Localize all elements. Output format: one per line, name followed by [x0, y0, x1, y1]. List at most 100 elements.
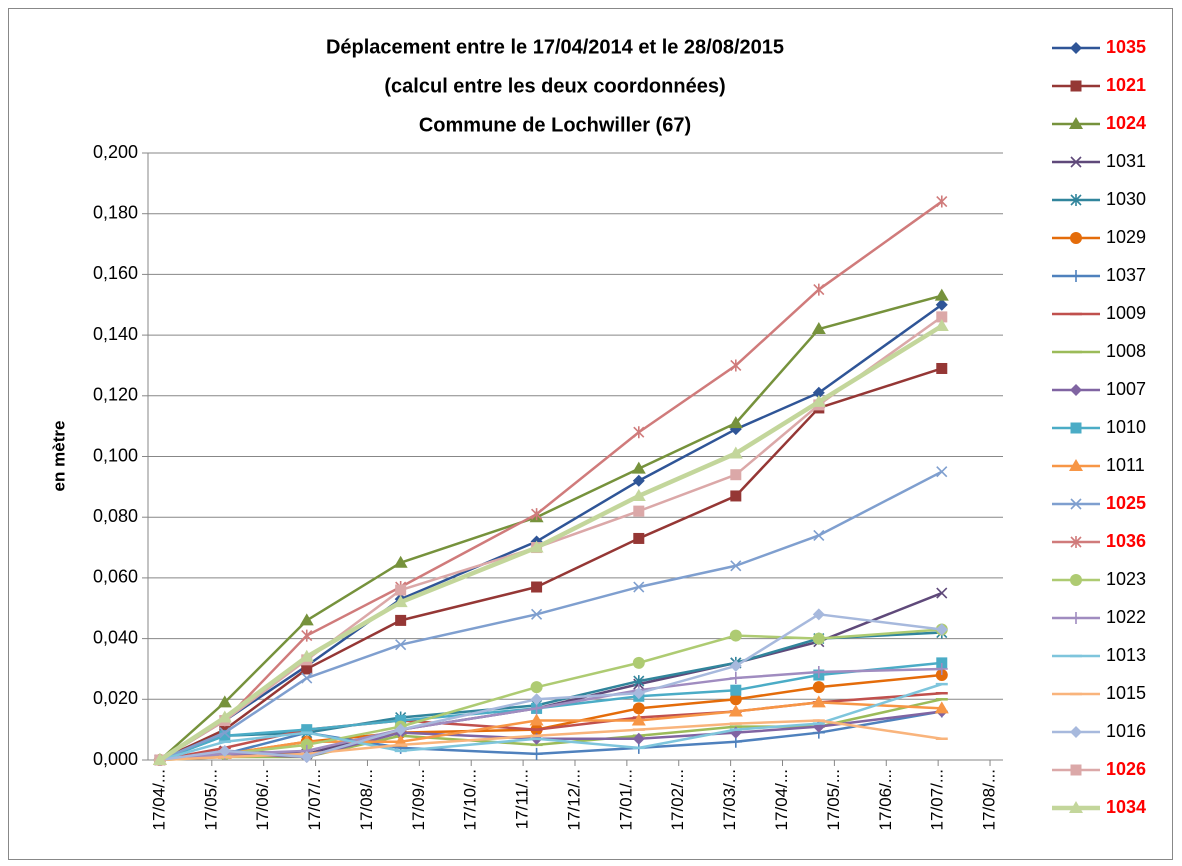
marker: [1069, 117, 1083, 129]
y-tick-label: 0,060: [93, 567, 138, 587]
marker: [632, 656, 645, 669]
y-tick-label: 0,140: [93, 324, 138, 344]
marker: [1070, 156, 1082, 168]
x-tick-label: 17/01/...: [616, 769, 635, 830]
marker: [152, 753, 167, 765]
legend-label: 1009: [1106, 303, 1146, 323]
legend-item: 1036: [1052, 531, 1146, 551]
y-tick-label: 0,200: [93, 142, 138, 162]
marker: [395, 715, 407, 727]
x-tick-label: 17/04/...: [772, 769, 791, 830]
marker: [812, 632, 825, 645]
marker: [301, 672, 313, 684]
marker: [935, 298, 948, 311]
marker: [1070, 232, 1082, 244]
series: [154, 466, 948, 766]
x-tick-label: 17/12/...: [564, 769, 583, 830]
marker: [729, 672, 742, 685]
marker: [300, 750, 313, 763]
chart-subtitle: Commune de Lochwiller (67): [419, 114, 691, 136]
marker: [1069, 459, 1083, 471]
marker: [633, 532, 645, 544]
chart-title: Déplacement entre le 17/04/2014 et le 28…: [326, 36, 784, 58]
marker: [729, 659, 742, 672]
marker: [812, 681, 825, 694]
marker: [1070, 612, 1082, 624]
x-tick-label: 17/10/...: [461, 769, 480, 830]
legend-label: 1023: [1106, 569, 1146, 589]
marker: [1070, 574, 1082, 586]
marker: [728, 446, 743, 459]
legend-label: 1013: [1106, 645, 1146, 665]
x-tick-label: 17/03/...: [720, 769, 739, 830]
marker: [219, 727, 231, 739]
marker: [219, 724, 231, 736]
series: [153, 719, 948, 762]
y-tick-label: 0,180: [93, 202, 138, 222]
marker: [1070, 422, 1082, 434]
legend-item: 1011: [1052, 455, 1145, 475]
marker: [1070, 194, 1082, 206]
marker: [632, 702, 645, 715]
legend-label: 1025: [1106, 493, 1146, 513]
legend-item: 1034: [1052, 797, 1146, 817]
marker: [935, 662, 948, 675]
legend-label: 1030: [1106, 189, 1146, 209]
y-tick-label: 0,100: [93, 445, 138, 465]
marker: [811, 695, 826, 708]
legend-item: 1035: [1052, 37, 1146, 57]
marker: [934, 701, 949, 714]
legend-item: 1031: [1052, 151, 1146, 171]
legend-item: 1009: [1052, 303, 1146, 323]
marker: [300, 738, 313, 751]
marker: [217, 695, 232, 708]
marker: [531, 581, 543, 593]
x-tick-label: 17/08/...: [980, 769, 999, 830]
y-tick-label: 0,080: [93, 506, 138, 526]
legend-label: 1007: [1106, 379, 1146, 399]
legend-item: 1010: [1052, 417, 1146, 437]
legend-label: 1016: [1106, 721, 1146, 741]
marker: [530, 747, 543, 760]
marker: [936, 311, 948, 323]
y-axis-label: en mètre: [49, 421, 68, 492]
marker: [301, 663, 313, 675]
x-tick-label: 17/08/...: [357, 769, 376, 830]
marker: [729, 693, 742, 706]
marker: [730, 359, 742, 372]
marker: [812, 386, 825, 399]
marker: [811, 322, 826, 335]
marker: [934, 318, 949, 331]
marker: [811, 394, 826, 407]
legend-item: 1015: [1052, 683, 1146, 703]
legend-label: 1026: [1106, 759, 1146, 779]
marker: [529, 540, 544, 553]
legend-item: 1007: [1052, 379, 1146, 399]
marker: [218, 744, 231, 757]
y-tick-label: 0,000: [93, 749, 138, 769]
marker: [530, 681, 543, 694]
marker: [395, 614, 407, 626]
marker: [728, 416, 743, 429]
marker: [1070, 270, 1082, 282]
x-tick-label: 17/06/...: [876, 769, 895, 830]
x-tick-label: 17/09/...: [409, 769, 428, 830]
legend-item: 1026: [1052, 759, 1146, 779]
marker: [531, 508, 543, 521]
marker: [632, 732, 645, 745]
marker: [935, 623, 948, 636]
series: [152, 318, 949, 765]
marker: [633, 426, 645, 439]
legend-label: 1036: [1106, 531, 1146, 551]
marker: [936, 195, 948, 208]
y-tick-label: 0,120: [93, 385, 138, 405]
marker: [299, 649, 314, 662]
legend-label: 1022: [1106, 607, 1146, 627]
legend-item: 1021: [1052, 75, 1146, 95]
legend-label: 1035: [1106, 37, 1146, 57]
marker: [633, 505, 645, 517]
marker: [1070, 726, 1082, 738]
marker: [530, 693, 543, 706]
marker: [1070, 498, 1082, 510]
legend-label: 1024: [1106, 113, 1146, 133]
